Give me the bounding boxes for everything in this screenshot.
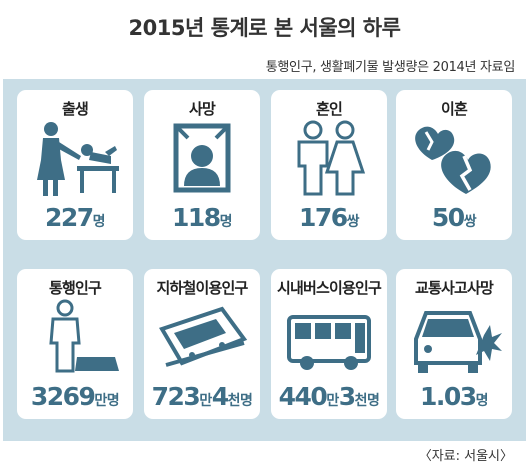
value-number: 723 [151, 382, 201, 411]
value-number: 50 [431, 203, 465, 232]
value-number: 227 [44, 203, 94, 232]
card-value: 176쌍 [271, 203, 387, 232]
value-number: 440 [278, 382, 328, 411]
card-label: 교통사고사망 [414, 279, 494, 297]
card-marriages: 혼인 176쌍 [271, 90, 387, 240]
value-number: 1.03 [419, 382, 477, 411]
parent-baby-icon [17, 120, 133, 198]
value-unit: 명 [219, 214, 233, 230]
value-unit: 만 [326, 393, 339, 409]
value-number: 3 [338, 382, 356, 411]
stats-panel: 출생 227명 사망 [3, 79, 526, 441]
couple-icon [271, 120, 387, 198]
data-note: 통행인구, 생활폐기물 발생량은 2014년 자료임 [265, 60, 516, 75]
card-deaths: 사망 118명 [144, 90, 260, 240]
car-crash-icon [396, 299, 512, 377]
card-births: 출생 227명 [17, 90, 133, 240]
card-value: 1.03명 [396, 382, 512, 411]
card-value: 440만3천명 [271, 382, 387, 411]
card-traffic-deaths: 교통사고사망 1.03명 [396, 269, 512, 419]
memorial-portrait-icon [144, 120, 260, 198]
value-unit: 천명 [354, 393, 380, 409]
subway-train-icon [144, 299, 260, 377]
card-label: 출생 [61, 100, 89, 118]
card-value: 723만4천명 [144, 382, 260, 411]
card-label: 이혼 [440, 100, 468, 118]
card-label: 시내버스이용인구 [276, 279, 382, 297]
broken-hearts-icon [396, 120, 512, 198]
card-bus-riders: 시내버스이용인구 440만3천명 [271, 269, 387, 419]
value-number: 118 [171, 203, 221, 232]
card-value: 118명 [144, 203, 260, 232]
value-number: 176 [298, 203, 348, 232]
value-unit: 명 [92, 214, 106, 230]
value-unit: 만 [199, 393, 212, 409]
infographic-title: 2015년 통계로 본 서울의 하루 [128, 16, 401, 40]
card-label: 지하철이용인구 [156, 279, 248, 297]
card-label: 통행인구 [48, 279, 102, 297]
card-value: 50쌍 [396, 203, 512, 232]
value-number: 4 [211, 382, 229, 411]
card-subway-riders: 지하철이용인구 723만4천명 [144, 269, 260, 419]
card-divorces: 이혼 50쌍 [396, 90, 512, 240]
value-unit: 천명 [227, 393, 253, 409]
bus-icon [271, 299, 387, 377]
value-unit: 쌍 [463, 214, 477, 230]
value-number: 3269 [30, 382, 96, 411]
value-unit: 명 [475, 393, 489, 409]
card-label: 혼인 [315, 100, 343, 118]
card-value: 227명 [17, 203, 133, 232]
card-label: 사망 [188, 100, 216, 118]
value-unit: 쌍 [346, 214, 360, 230]
value-unit: 만명 [94, 393, 120, 409]
source-note: 〈자료: 서울시〉 [418, 449, 513, 464]
card-value: 3269만명 [17, 382, 133, 411]
card-commuters: 통행인구 3269만명 [17, 269, 133, 419]
walking-person-icon [17, 299, 133, 377]
